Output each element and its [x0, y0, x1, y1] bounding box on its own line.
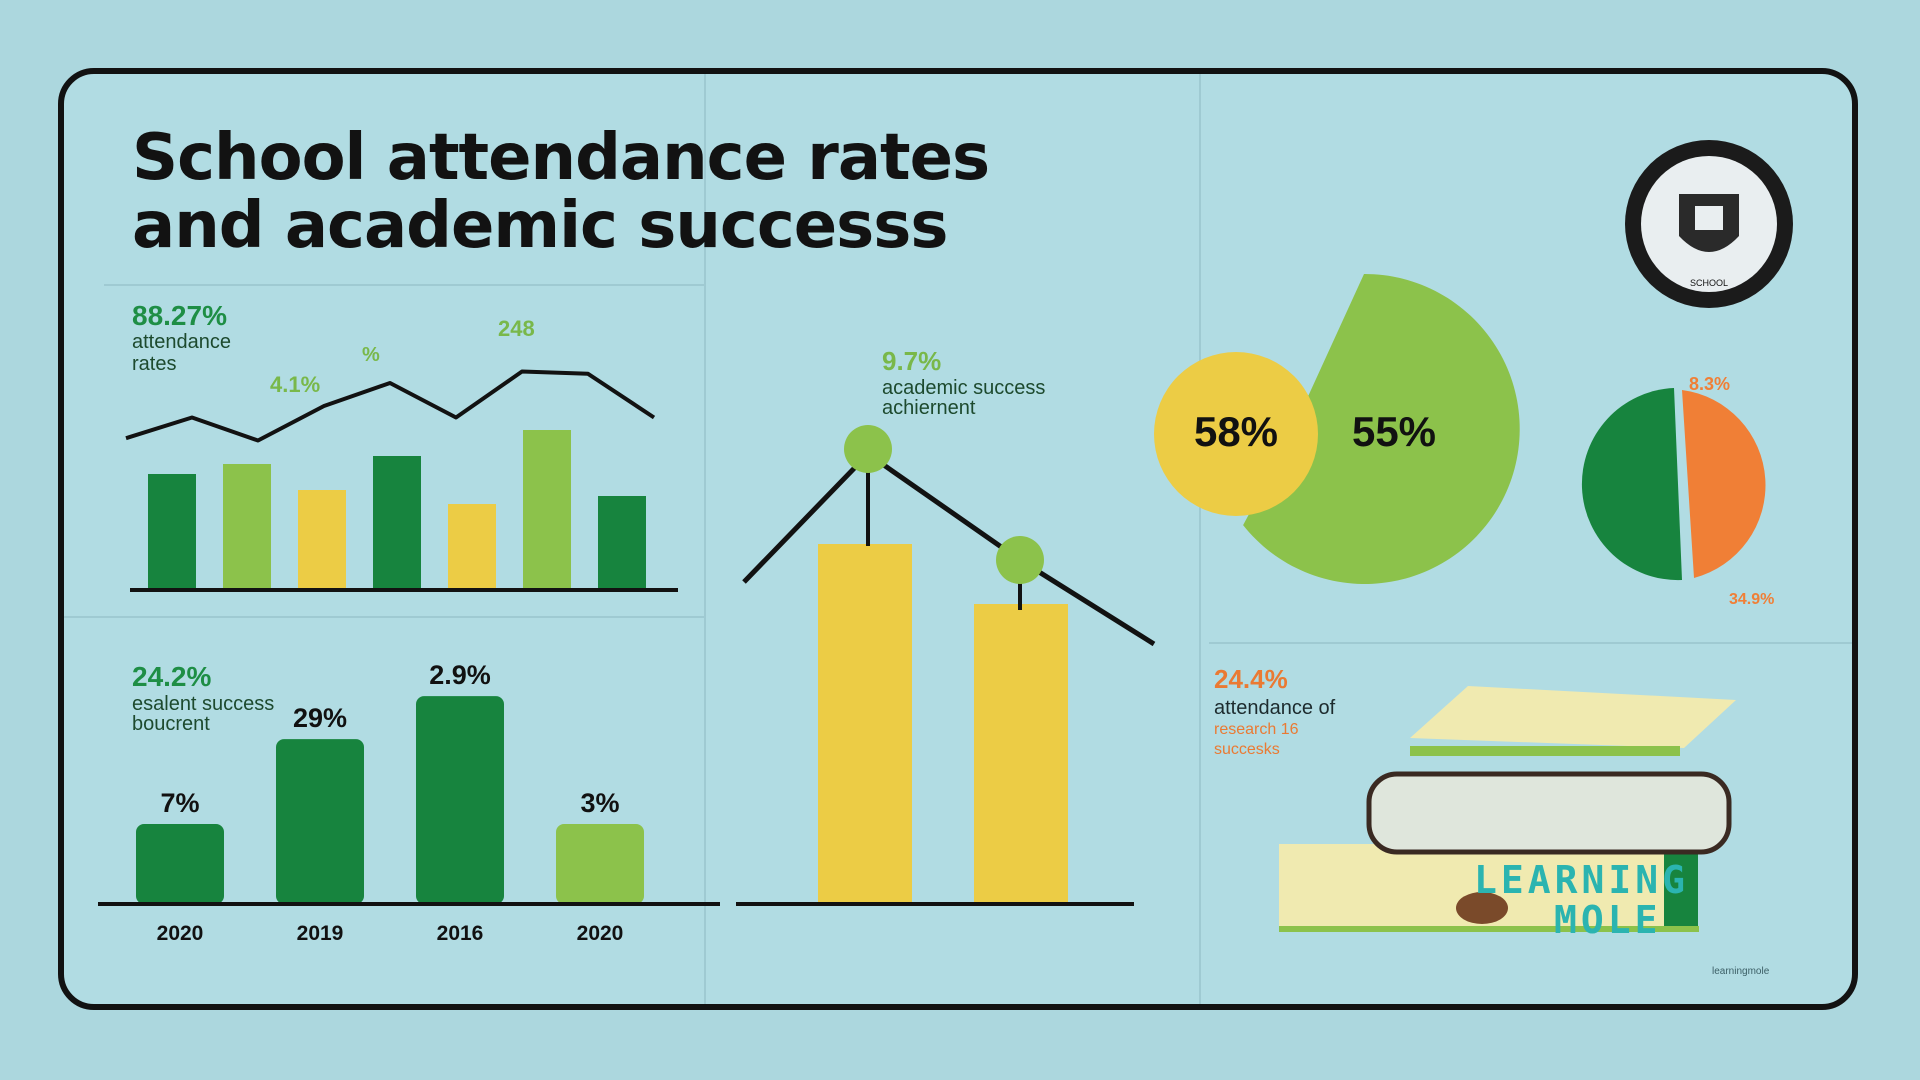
- shield-panel: [1695, 206, 1723, 230]
- bar: [556, 824, 644, 904]
- seal-text: SCHOOL: [1690, 278, 1728, 288]
- book-middle: [1366, 771, 1732, 855]
- bar: [448, 504, 496, 590]
- category-label: 2019: [297, 922, 344, 945]
- bar: [223, 464, 271, 590]
- line-label-c: %: [362, 344, 380, 366]
- attendance-caption-2: rates: [132, 353, 177, 375]
- bar-value-label: 7%: [160, 788, 199, 818]
- research-caption-1: attendance of: [1214, 697, 1336, 719]
- book-edge: [1279, 926, 1699, 932]
- bar: [523, 430, 571, 590]
- achievement-caption-1: academic success: [882, 377, 1046, 399]
- research-caption-2: research 16: [1214, 721, 1299, 738]
- pie-slice: [1154, 352, 1318, 516]
- bar-value-label: 2.9%: [429, 660, 491, 690]
- line-label-a: 4.1%: [270, 372, 321, 397]
- divider-mid-right: [1209, 642, 1852, 644]
- divider-mid-left: [64, 616, 704, 618]
- title-line-2: and academic successs: [132, 189, 948, 263]
- bar-value-label: 29%: [293, 703, 347, 733]
- attendance-stat: 88.27%: [132, 300, 227, 331]
- bar: [298, 490, 346, 590]
- book-top: [1410, 686, 1736, 748]
- marker: [996, 536, 1044, 584]
- line-label-b: 248: [498, 316, 535, 341]
- pie-slice: [1243, 273, 1520, 584]
- wordmark-line-1: LEARNING: [1474, 858, 1690, 902]
- school-seal-logo: SCHOOL: [1625, 140, 1793, 308]
- pie-slice: [1682, 390, 1766, 578]
- bar: [148, 474, 196, 590]
- page-title: School attendance rates and academic suc…: [132, 121, 990, 263]
- wordmark-line-2: MOLE: [1554, 898, 1662, 942]
- category-label: 2020: [157, 922, 204, 945]
- attendance-caption-1: attendance: [132, 331, 231, 353]
- infographic-board: School attendance rates and academic suc…: [58, 68, 1858, 1010]
- title-line-1: School attendance rates: [132, 121, 990, 195]
- research-stat: 24.4%: [1214, 664, 1288, 694]
- trend-line: [742, 450, 1156, 647]
- bar-value-label: 3%: [580, 788, 619, 818]
- book-top-edge: [1410, 746, 1680, 756]
- category-label: 2020: [577, 922, 624, 945]
- success-caption-1: esalent success: [132, 693, 275, 715]
- success-bar-chart: 7% 2020 29% 2019 2.9% 2016 3% 2020: [98, 660, 720, 945]
- mole-icon: [1456, 892, 1508, 924]
- book-spine: [1664, 844, 1698, 930]
- charts-canvas: 7% 2020 29% 2019 2.9% 2016 3% 2020 58% 55% 8.3% 3…: [98, 140, 1793, 945]
- bar: [598, 496, 646, 590]
- success-caption-2: boucrent: [132, 713, 210, 735]
- pie-slice: [1581, 388, 1682, 581]
- category-label: 2016: [437, 922, 484, 945]
- achievement-bar-line-chart: [736, 425, 1156, 906]
- bar: [136, 824, 224, 904]
- achievement-caption-2: achiernent: [882, 397, 976, 419]
- divider-left: [704, 74, 706, 1004]
- small-pie-chart: 8.3% 34.9%: [1581, 374, 1774, 608]
- books-illustration: [1279, 686, 1736, 932]
- bar: [416, 696, 504, 904]
- trend-line: [125, 369, 656, 443]
- slice-label: 8.3%: [1689, 374, 1730, 394]
- slice-label: 34.9%: [1729, 591, 1774, 608]
- divider-right: [1199, 74, 1201, 1004]
- bar: [818, 544, 912, 904]
- slice-label: 55%: [1352, 408, 1436, 455]
- bar: [974, 604, 1068, 904]
- achievement-stat: 9.7%: [882, 346, 942, 376]
- marker: [844, 425, 892, 473]
- attendance-bar-line-chart: [125, 369, 678, 592]
- divider-title: [104, 284, 704, 286]
- slice-label: 58%: [1194, 408, 1278, 455]
- large-donut-chart: 58% 55%: [1154, 273, 1520, 584]
- bar: [276, 739, 364, 904]
- credit-text: learningmole: [1712, 966, 1770, 977]
- learning-mole-wordmark: LEARNING MOLE: [1474, 860, 1689, 940]
- research-caption-3: succesks: [1214, 741, 1280, 758]
- success-stat: 24.2%: [132, 661, 212, 692]
- bar: [373, 456, 421, 590]
